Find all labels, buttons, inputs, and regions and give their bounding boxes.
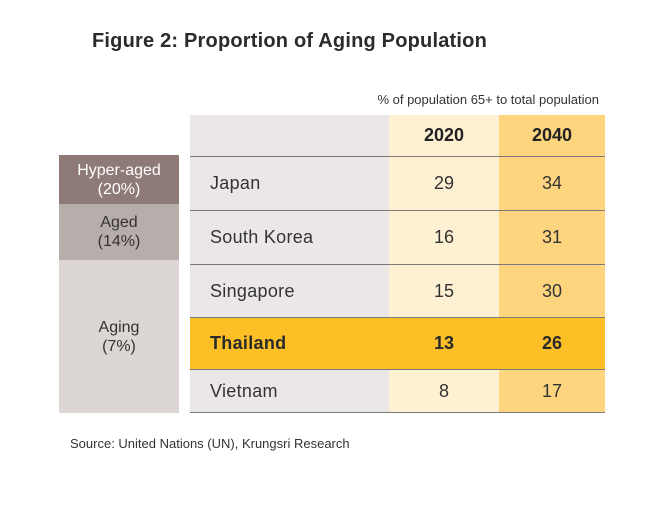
column-header-2040: 2040 [531, 124, 573, 145]
value-2040: 17 [541, 380, 563, 401]
row-divider [190, 369, 605, 370]
row-divider [190, 264, 605, 265]
value-2020: 8 [438, 380, 449, 401]
value-2040: 30 [541, 280, 563, 301]
category-band-aging: Aging (7%) [59, 260, 179, 413]
category-band-hyper-aged: Hyper-aged (20%) [59, 155, 179, 204]
country-name: Singapore [210, 280, 295, 301]
table-row-south-korea: South Korea 16 31 [190, 211, 605, 263]
category-label-aging: Aging (7%) [98, 318, 140, 355]
value-2040: 31 [541, 226, 563, 247]
table-subtitle: % of population 65+ to total population [377, 92, 599, 107]
country-name: South Korea [210, 226, 314, 247]
row-divider [190, 210, 605, 211]
row-divider [190, 156, 605, 157]
category-label-aged: Aged (14%) [97, 214, 141, 250]
row-divider [190, 317, 605, 318]
category-label-hyper-aged: Hyper-aged (20%) [77, 161, 161, 198]
value-2020: 15 [433, 280, 455, 301]
value-2020: 29 [433, 172, 455, 193]
table-row-japan: Japan 29 34 [190, 157, 605, 209]
column-header-2020: 2020 [423, 124, 465, 145]
table-row-singapore: Singapore 15 30 [190, 265, 605, 317]
source-note: Source: United Nations (UN), Krungsri Re… [70, 436, 350, 451]
row-divider [190, 412, 605, 413]
table-row-thailand: Thailand 13 26 [190, 318, 605, 369]
value-2040: 34 [541, 172, 563, 193]
category-band-aged: Aged (14%) [59, 204, 179, 260]
figure-title: Figure 2: Proportion of Aging Population [92, 30, 487, 52]
country-name: Vietnam [210, 380, 278, 401]
country-name: Japan [210, 172, 261, 193]
country-name: Thailand [210, 333, 287, 353]
value-2040: 26 [541, 333, 563, 353]
table-row-vietnam: Vietnam 8 17 [190, 370, 605, 412]
value-2020: 13 [433, 333, 455, 353]
value-2020: 16 [433, 226, 455, 247]
